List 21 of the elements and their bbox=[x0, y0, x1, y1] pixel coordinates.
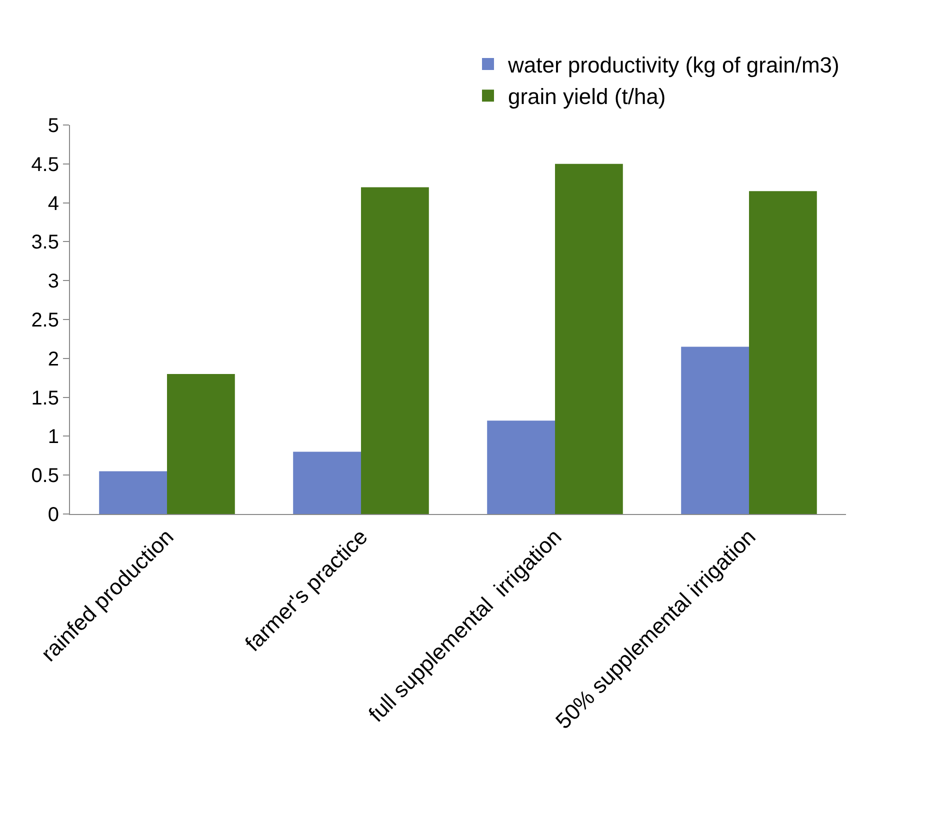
y-tick-label: 0 bbox=[48, 504, 59, 526]
y-tick-label: 4 bbox=[48, 192, 59, 215]
bar bbox=[361, 187, 429, 514]
legend-label: water productivity (kg of grain/m3) bbox=[507, 52, 840, 78]
bar bbox=[555, 164, 623, 514]
bar bbox=[487, 420, 555, 514]
y-tick-label: 1.5 bbox=[31, 387, 59, 410]
y-tick-label: 1 bbox=[48, 426, 59, 448]
y-tick-label: 2.5 bbox=[31, 310, 59, 332]
bar bbox=[749, 191, 817, 514]
y-tick-label: 2 bbox=[48, 348, 59, 370]
bar bbox=[167, 374, 235, 514]
bar bbox=[293, 452, 361, 514]
y-tick-label: 0.5 bbox=[31, 465, 59, 488]
y-tick-label: 4.5 bbox=[31, 154, 59, 176]
legend-label: grain yield (t/ha) bbox=[508, 84, 666, 110]
bar bbox=[681, 346, 749, 514]
y-tick-label: 3 bbox=[48, 270, 59, 293]
y-tick-label: 5 bbox=[48, 115, 59, 137]
bar bbox=[99, 471, 167, 514]
y-tick-label: 3.5 bbox=[31, 232, 59, 254]
